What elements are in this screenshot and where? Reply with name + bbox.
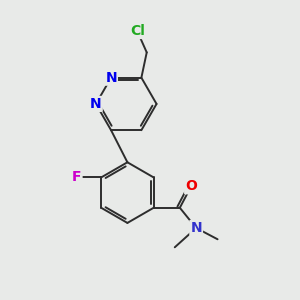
Text: N: N bbox=[90, 97, 102, 111]
Text: F: F bbox=[72, 170, 82, 184]
Text: N: N bbox=[190, 221, 202, 235]
Text: Cl: Cl bbox=[130, 24, 145, 38]
Text: N: N bbox=[105, 71, 117, 85]
Text: O: O bbox=[185, 179, 197, 194]
